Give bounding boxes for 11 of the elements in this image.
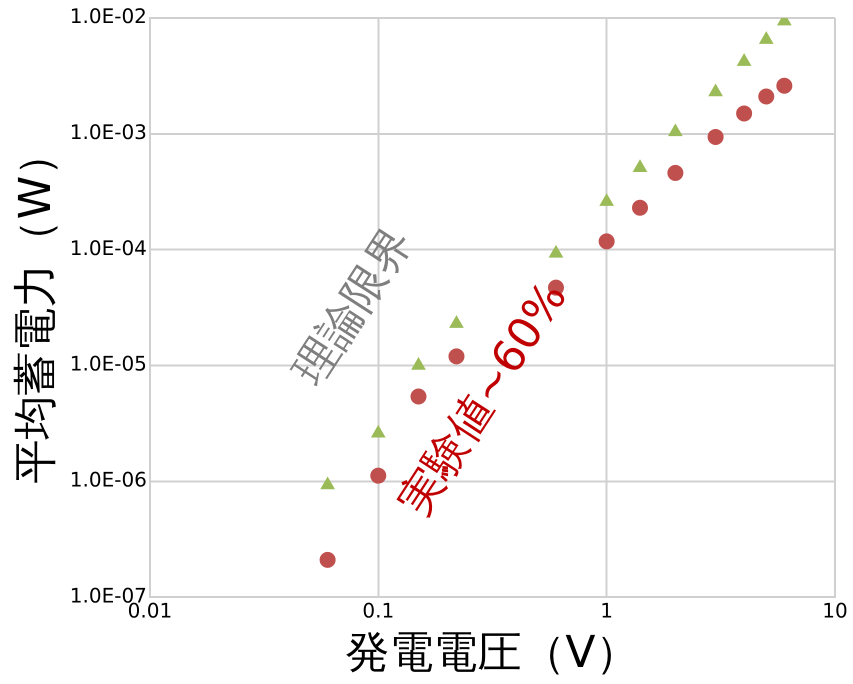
y-tick-label: 1.0E-06 — [70, 468, 147, 492]
x-tick-label: 10 — [822, 598, 848, 622]
y-axis-title: 平均蓄電力（W） — [10, 132, 61, 484]
y-tick-label: 1.0E-05 — [70, 352, 147, 376]
x-tick-label: 0.1 — [362, 598, 394, 622]
y-tick-label: 1.0E-03 — [70, 120, 147, 144]
y-tick-label: 1.0E-04 — [70, 236, 147, 260]
annotation: 理論限界 — [284, 218, 422, 394]
y-tick-label: 1.0E-02 — [70, 4, 147, 28]
x-axis-title: 発電電圧（V） — [345, 627, 640, 678]
x-tick-label: 1 — [600, 598, 614, 622]
